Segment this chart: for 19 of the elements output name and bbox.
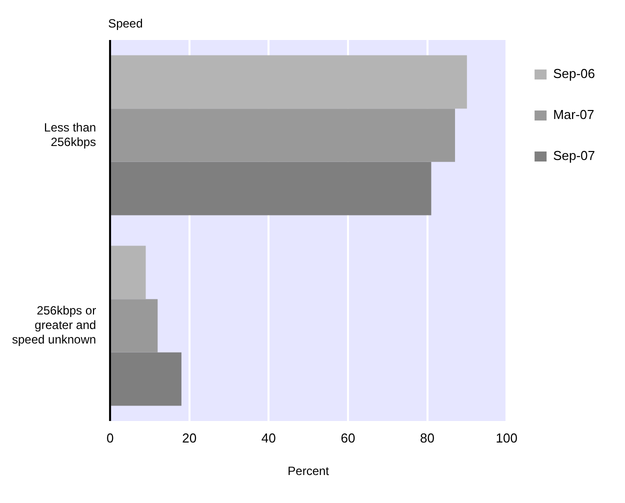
x-tick-label: 100 bbox=[496, 430, 518, 446]
y-tick-label: 256kbps or greater and speed unknown bbox=[12, 304, 96, 346]
legend-label: Sep-07 bbox=[553, 148, 595, 164]
legend-label: Sep-06 bbox=[553, 66, 595, 82]
legend-label: Mar-07 bbox=[553, 107, 594, 122]
bar bbox=[111, 108, 456, 162]
bar bbox=[111, 162, 432, 216]
bar bbox=[111, 352, 182, 406]
y-tick-label: Less than 256kbps bbox=[44, 120, 96, 149]
bar bbox=[111, 246, 146, 300]
x-axis-title: Percent bbox=[288, 464, 330, 478]
x-tick-label: 40 bbox=[261, 430, 276, 446]
x-tick-label: 0 bbox=[106, 430, 114, 446]
x-tick-label: 80 bbox=[420, 430, 435, 446]
x-tick-label: 60 bbox=[340, 430, 356, 446]
y-axis-title: Speed bbox=[108, 16, 143, 30]
x-tick-label: 20 bbox=[182, 430, 197, 446]
bar bbox=[111, 299, 158, 352]
bar bbox=[111, 55, 467, 109]
